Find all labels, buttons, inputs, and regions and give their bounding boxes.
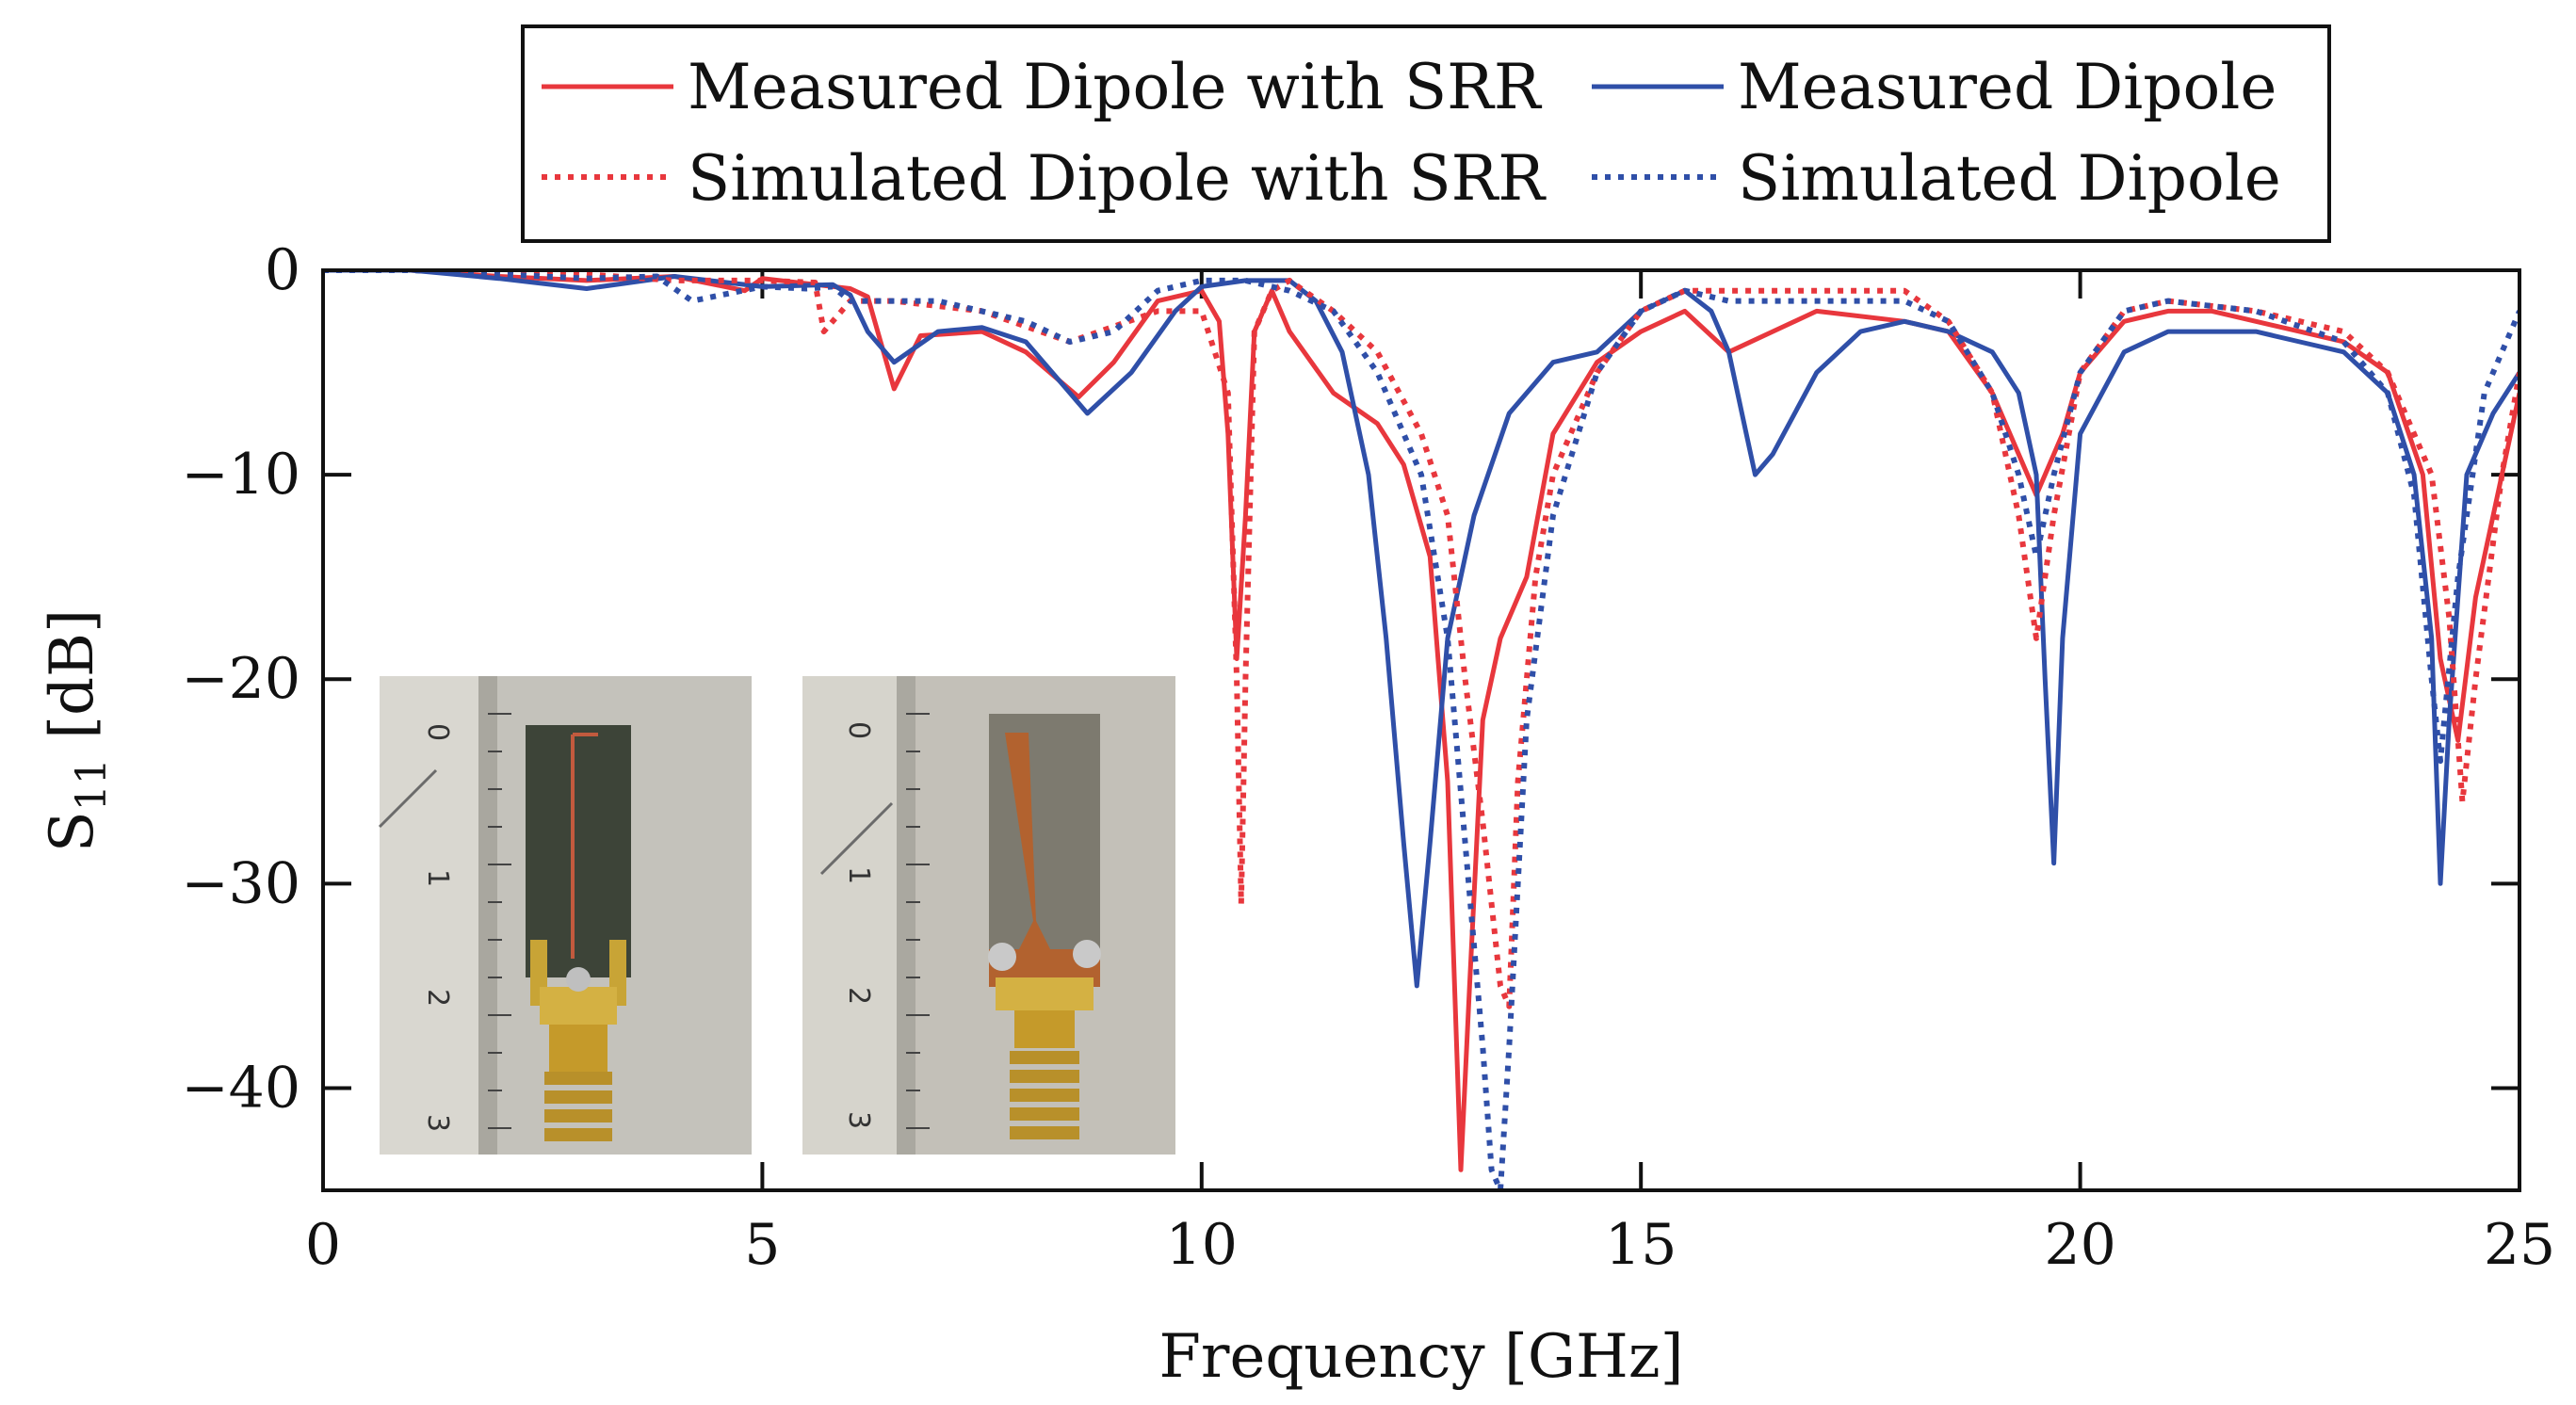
y-axis-label: S11 [dB] [38,609,116,852]
series-line-measured-dipole-with-srr [323,270,2519,1172]
y-axis-label-sub: 11 [68,758,116,811]
ruler-right [906,713,930,1129]
y-tick-label: 0 [265,237,300,303]
ruler-right-mark-1: 1 [842,866,875,884]
y-tick-label: −30 [181,850,300,916]
svg-text:S11 [dB]: S11 [dB] [38,609,116,852]
ruler-left-mark-1: 1 [421,869,454,887]
series-line-simulated-dipole [323,270,2519,1190]
ruler-left [488,713,511,1129]
photo-inset-right: 0 1 2 3 [802,676,1175,1155]
legend-label-measured-dipole: Measured Dipole [1738,51,2276,123]
x-tick-label: 10 [1166,1212,1238,1278]
photo-inset-left: 0 1 2 3 [378,676,752,1155]
x-tick-label: 15 [1605,1212,1677,1278]
ruler-right-mark-2: 2 [842,987,875,1005]
x-tick-label: 25 [2484,1212,2555,1278]
legend-label-simulated-dipole: Simulated Dipole [1738,142,2281,215]
legend-label-simulated-srr: Simulated Dipole with SRR [688,142,1547,215]
legend-box [521,24,2331,243]
plot-frame-overlay [321,268,2521,1192]
ruler-right-mark-0: 0 [842,721,875,739]
y-axis-label-main: S [38,811,107,852]
pcb-board-left [526,725,631,977]
legend: Measured Dipole with SRR Measured Dipole… [521,24,2331,243]
ruler-left-mark-3: 3 [421,1114,454,1132]
ruler-right-mark-3: 3 [842,1111,875,1129]
ruler-left-mark-0: 0 [421,723,454,741]
ruler-left-mark-2: 2 [421,989,454,1007]
series-layer [323,270,2519,1190]
x-axis-label: Frequency [GHz] [1158,1322,1683,1392]
series-line-measured-dipole [323,270,2519,989]
y-tick-label: −10 [181,442,300,508]
y-tick-label: −40 [181,1055,300,1121]
y-axis-label-unit: [dB] [38,609,107,758]
x-tick-label: 5 [744,1212,780,1278]
y-tick-label: −20 [181,646,300,712]
legend-label-measured-srr: Measured Dipole with SRR [688,51,1543,123]
series-line-simulated-dipole-with-srr [323,270,2519,1009]
x-tick-label: 0 [305,1212,341,1278]
x-tick-label: 20 [2044,1212,2115,1278]
